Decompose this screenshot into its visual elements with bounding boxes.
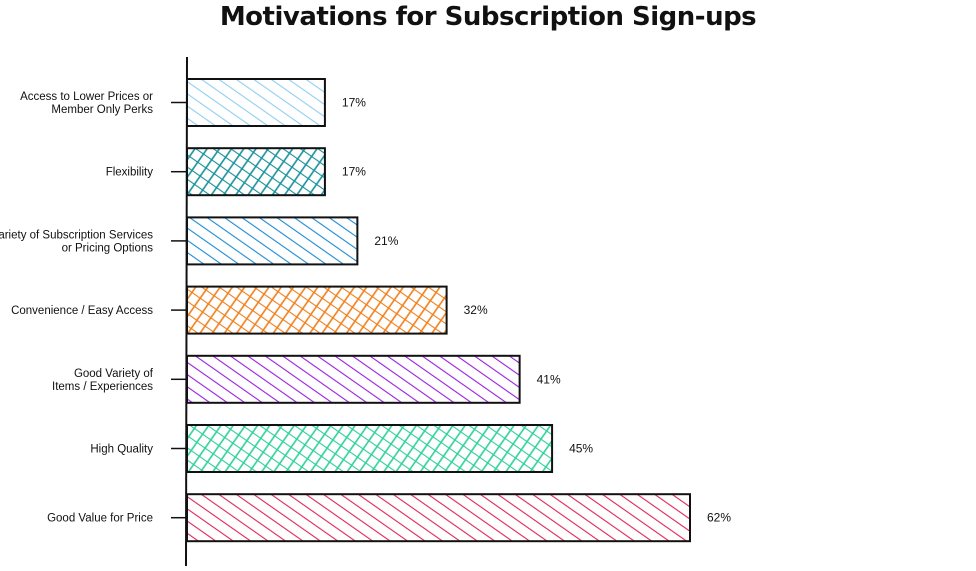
- category-label: or Pricing Options: [62, 242, 154, 254]
- category-label: Variety of Subscription Services: [0, 229, 153, 241]
- value-label: 41%: [537, 372, 561, 386]
- category-label: Flexibility: [106, 167, 154, 179]
- bar: [186, 285, 448, 335]
- bar: [186, 147, 326, 197]
- value-label: 45%: [569, 442, 593, 456]
- category-label: Good Value for Price: [47, 513, 153, 525]
- category-label: Member Only Perks: [51, 104, 153, 116]
- bar: [186, 354, 521, 404]
- value-label: 17%: [342, 96, 366, 110]
- value-label: 62%: [707, 511, 731, 525]
- chart-title: Motivations for Subscription Sign-ups: [219, 2, 757, 32]
- category-label: Access to Lower Prices or: [20, 91, 153, 103]
- category-label: Convenience / Easy Access: [11, 305, 153, 317]
- bar: [186, 493, 691, 543]
- category-label: Good Variety of: [74, 368, 154, 380]
- value-label: 17%: [342, 165, 366, 179]
- bar: [186, 78, 326, 127]
- value-label: 21%: [374, 234, 398, 248]
- value-label: 32%: [464, 303, 488, 317]
- category-label: High Quality: [90, 444, 153, 456]
- category-label: Items / Experiences: [52, 381, 153, 393]
- bar: [186, 424, 554, 473]
- bar: [186, 216, 359, 266]
